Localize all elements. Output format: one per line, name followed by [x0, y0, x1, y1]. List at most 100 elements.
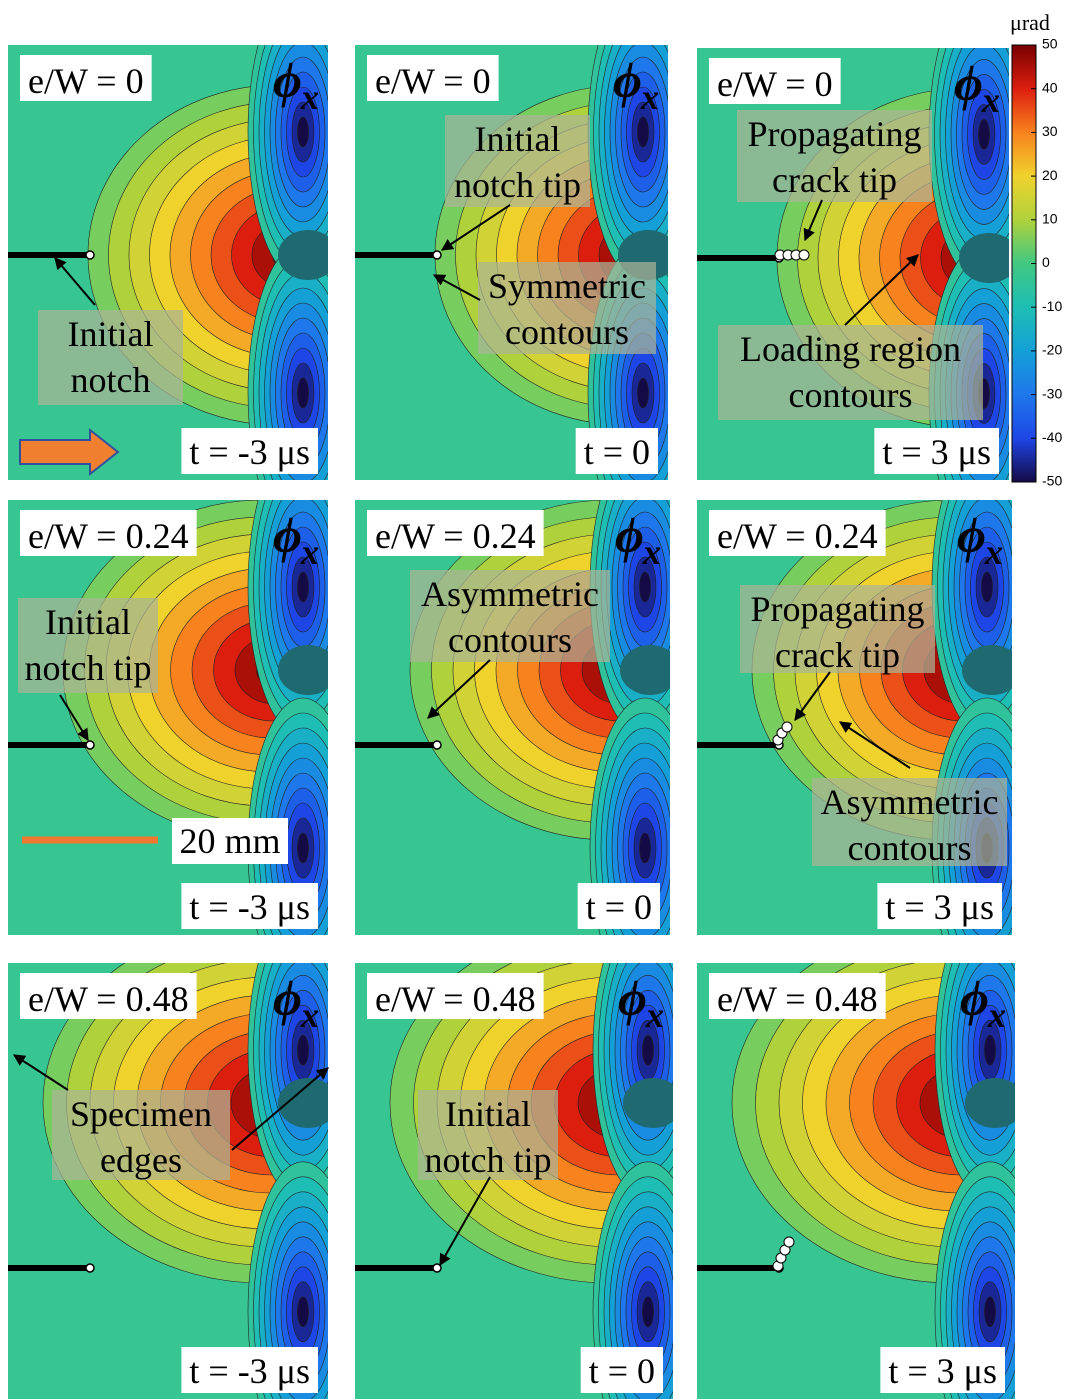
contour	[985, 1035, 996, 1065]
time-label: t = -3 μs	[189, 432, 310, 472]
phi-symbol: ϕ	[615, 507, 644, 563]
annotation-text: Loading region	[740, 329, 961, 369]
ew-label: e/W = 0.48	[717, 979, 878, 1019]
phi-symbol: ϕ	[273, 970, 302, 1026]
contour	[298, 572, 309, 602]
phi-subscript: x	[640, 77, 659, 117]
contour	[640, 572, 651, 602]
hub	[620, 645, 680, 695]
colorbar-tick-label: -30	[1042, 385, 1062, 401]
notch-tip	[86, 1264, 94, 1272]
hub	[278, 230, 338, 280]
phi-symbol: ϕ	[957, 507, 986, 563]
colorbar-tick-label: 10	[1042, 211, 1058, 227]
notch-tip	[433, 1264, 441, 1272]
crack-tip	[799, 250, 809, 260]
annotation-text: Symmetric	[488, 266, 646, 306]
annotation-text: Asymmetric	[821, 782, 999, 822]
phi-subscript: x	[987, 995, 1006, 1035]
annotation-text: contours	[505, 312, 629, 352]
time-label: t = 0	[586, 887, 652, 927]
annotation-text: crack tip	[772, 160, 897, 200]
annotation-text: notch tip	[25, 648, 152, 688]
ew-label: e/W = 0.24	[717, 516, 878, 556]
colorbar-tick-label: 50	[1042, 36, 1058, 52]
phi-symbol: ϕ	[618, 970, 647, 1026]
time-label: t = -3 μs	[189, 1351, 310, 1391]
contour	[298, 1035, 309, 1065]
colorbar-tick-label: 20	[1042, 167, 1058, 183]
annotation-text: notch tip	[425, 1140, 552, 1180]
ew-label: e/W = 0	[28, 61, 144, 101]
annotation-text: Asymmetric	[421, 574, 599, 614]
annotation-text: Initial	[45, 602, 131, 642]
contour	[298, 833, 309, 863]
contour	[638, 117, 649, 147]
crack-tip	[782, 722, 792, 732]
hub	[965, 1078, 1025, 1128]
phi-subscript: x	[300, 77, 319, 117]
annotation-text: contours	[848, 828, 972, 868]
contour	[982, 572, 993, 602]
contour	[979, 119, 990, 149]
contour	[298, 1297, 309, 1327]
phi-subscript: x	[645, 995, 664, 1035]
phi-symbol: ϕ	[613, 52, 642, 108]
figure: e/W = 0ϕxt = -3 μsInitialnotche/W = 0ϕxt…	[0, 0, 1070, 1399]
contour	[643, 1035, 654, 1065]
annotation-text: crack tip	[775, 635, 900, 675]
colorbar-tick-label: -50	[1042, 473, 1062, 489]
ew-label: e/W = 0	[375, 61, 491, 101]
notch-tip	[433, 251, 441, 259]
scale-label: 20 mm	[179, 821, 280, 861]
colorbar-tick-label: 0	[1042, 254, 1050, 270]
phi-subscript: x	[300, 995, 319, 1035]
hub	[962, 645, 1022, 695]
phi-subscript: x	[642, 532, 661, 572]
annotation-text: edges	[100, 1140, 182, 1180]
annotation-text: contours	[448, 620, 572, 660]
annotation-text: Initial	[475, 119, 561, 159]
notch-tip	[86, 251, 94, 259]
contour	[640, 833, 651, 863]
colorbar-tick-label: -10	[1042, 298, 1062, 314]
notch-tip	[86, 741, 94, 749]
annotation-text: notch	[71, 360, 151, 400]
ew-label: e/W = 0.48	[375, 979, 536, 1019]
annotation-text: Propagating	[751, 589, 925, 629]
annotation-text: Propagating	[748, 114, 922, 154]
notch-tip	[433, 741, 441, 749]
phi-symbol: ϕ	[954, 55, 983, 111]
ew-label: e/W = 0	[717, 64, 833, 104]
phi-subscript: x	[981, 80, 1000, 120]
colorbar-tick-label: 30	[1042, 123, 1058, 139]
annotation-text: contours	[789, 375, 913, 415]
contour	[985, 1297, 996, 1327]
ew-label: e/W = 0.48	[28, 979, 189, 1019]
annotation-text: notch tip	[454, 165, 581, 205]
time-label: t = 0	[589, 1351, 655, 1391]
phi-symbol: ϕ	[960, 970, 989, 1026]
time-label: t = 3 μs	[888, 1351, 997, 1391]
phi-symbol: ϕ	[273, 507, 302, 563]
annotation-text: Specimen	[70, 1094, 212, 1134]
colorbar-tick-label: -20	[1042, 342, 1062, 358]
time-label: t = -3 μs	[189, 887, 310, 927]
hub	[278, 645, 338, 695]
hub	[959, 233, 1019, 283]
contour	[298, 378, 309, 408]
time-label: t = 3 μs	[882, 432, 991, 472]
colorbar-tick-label: -40	[1042, 429, 1062, 445]
phi-subscript: x	[984, 532, 1003, 572]
annotation-text: Initial	[68, 314, 154, 354]
contour	[638, 378, 649, 408]
contour	[298, 117, 309, 147]
time-label: t = 0	[584, 432, 650, 472]
contour	[643, 1297, 654, 1327]
ew-label: e/W = 0.24	[375, 516, 536, 556]
colorbar-unit: μrad	[1010, 10, 1050, 35]
annotation-text: Initial	[445, 1094, 531, 1134]
phi-subscript: x	[300, 532, 319, 572]
